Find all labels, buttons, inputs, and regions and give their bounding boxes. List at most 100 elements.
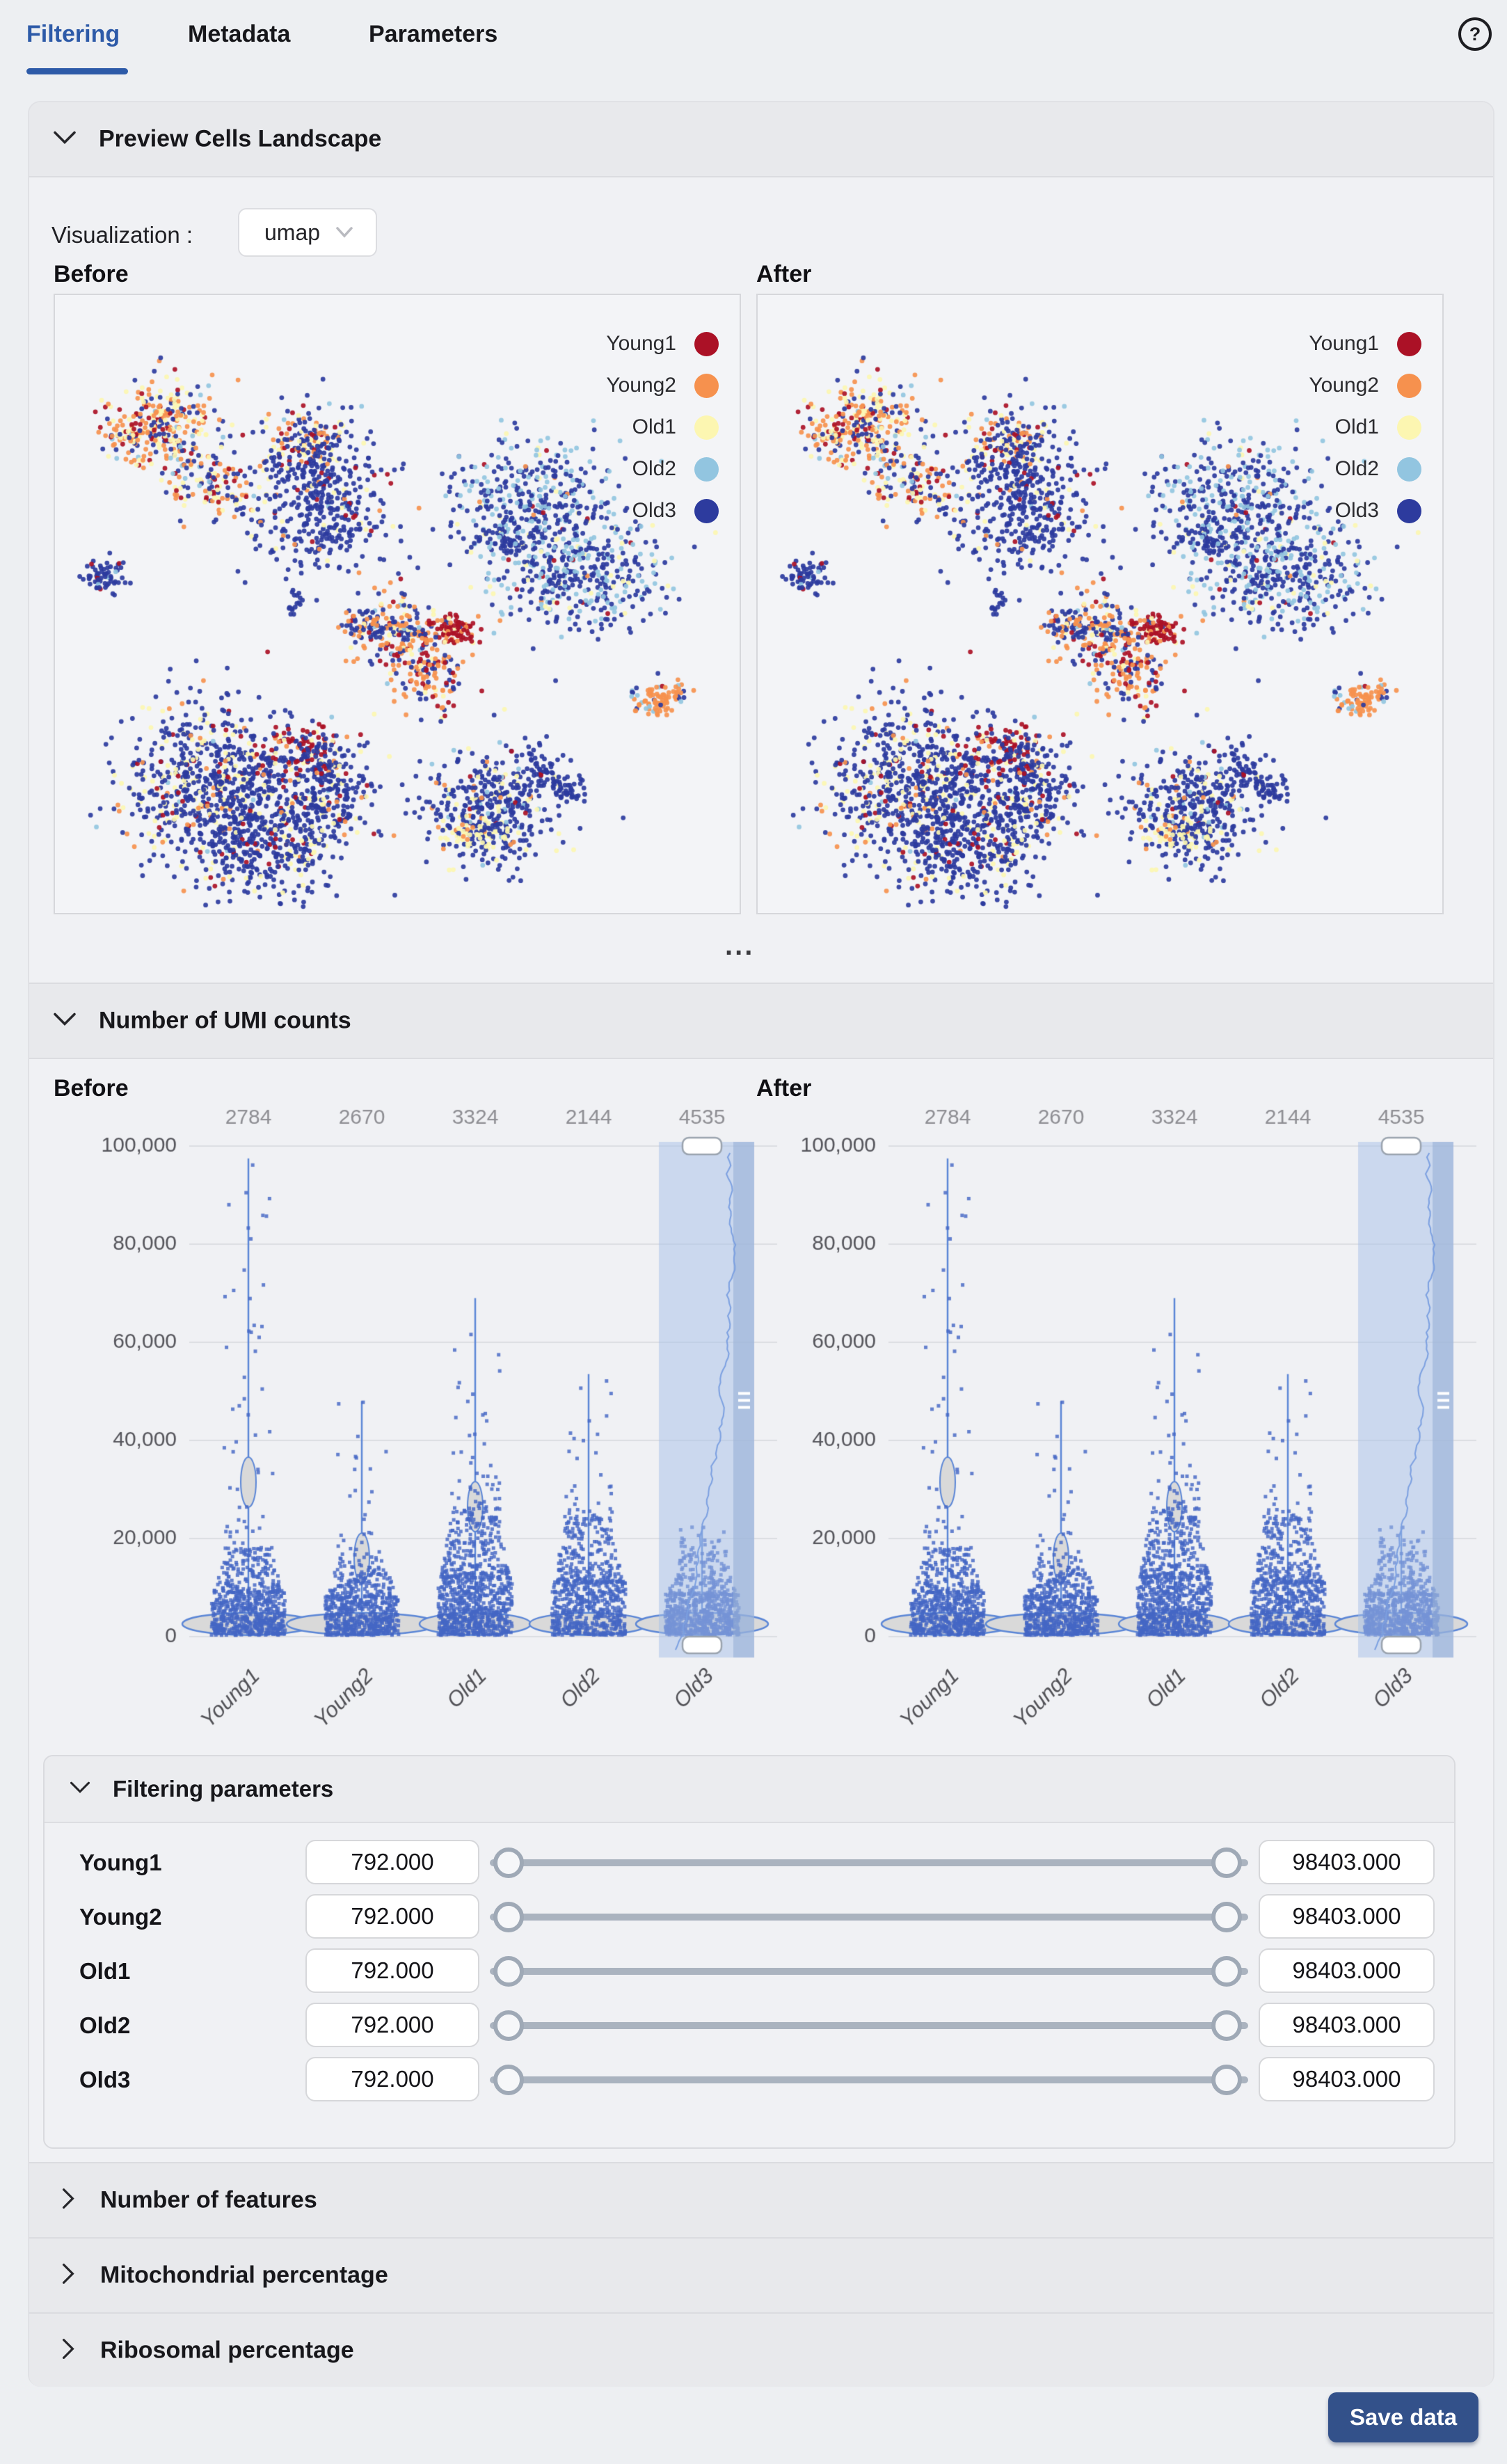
legend-label: Young1 (1309, 332, 1379, 355)
visualization-label: Visualization : (51, 222, 193, 248)
filter-row: Young2 792.000 98403.000 (45, 1894, 1454, 1940)
max-value-input[interactable]: 98403.000 (1259, 1840, 1435, 1884)
filter-row: Young1 792.000 98403.000 (45, 1840, 1454, 1886)
min-value-input[interactable]: 792.000 (305, 1840, 479, 1884)
chevron-right-icon (61, 2337, 76, 2364)
min-value-input[interactable]: 792.000 (305, 2003, 479, 2047)
tab-filtering[interactable]: Filtering (26, 21, 120, 47)
plots-ellipsis[interactable]: ... (725, 930, 755, 961)
legend-item[interactable]: Old3 (1309, 490, 1421, 532)
range-slider-track[interactable] (490, 1914, 1248, 1921)
visualization-dropdown[interactable]: umap (238, 208, 377, 257)
legend-label: Old2 (632, 457, 676, 480)
legend-color-dot (1397, 415, 1421, 440)
tab-metadata[interactable]: Metadata (188, 21, 291, 47)
filter-row: Old2 792.000 98403.000 (45, 2003, 1454, 2049)
umap-before-label: Before (54, 261, 129, 287)
section-title: Mitochondrial percentage (100, 2262, 388, 2289)
max-value-input[interactable]: 98403.000 (1259, 2003, 1435, 2047)
legend-label: Old1 (1334, 415, 1379, 438)
chevron-down-icon (52, 129, 77, 150)
chevron-right-icon (61, 2187, 76, 2214)
legend-label: Young2 (606, 374, 676, 397)
tab-parameters[interactable]: Parameters (369, 21, 498, 47)
umap-canvas-before[interactable] (55, 295, 740, 913)
violin-canvas-before[interactable] (92, 1090, 788, 1751)
range-slider-track[interactable] (490, 1968, 1248, 1975)
range-slider-handle-max[interactable] (1211, 1956, 1242, 1987)
legend-item[interactable]: Young2 (1309, 365, 1421, 406)
legend-label: Old2 (1334, 457, 1379, 480)
save-data-button[interactable]: Save data (1328, 2392, 1478, 2442)
max-value-input[interactable]: 98403.000 (1259, 1948, 1435, 1993)
legend-label: Old3 (632, 499, 676, 522)
range-slider-handle-min[interactable] (493, 2010, 524, 2041)
umap-plot-after: Young1 Young2 Old1 Old2 Old3 (756, 294, 1444, 914)
umap-legend: Young1 Young2 Old1 Old2 Old3 (1309, 323, 1421, 532)
legend-color-dot (1397, 331, 1421, 356)
visualization-dropdown-value: umap (264, 219, 321, 245)
filter-row-label: Young2 (79, 1904, 162, 1930)
tab-filtering-underline (26, 68, 128, 74)
range-slider-handle-max[interactable] (1211, 2010, 1242, 2041)
umap-canvas-after[interactable] (758, 295, 1442, 913)
help-icon[interactable]: ? (1458, 17, 1492, 51)
range-slider-track[interactable] (490, 1859, 1248, 1866)
main-panel: Preview Cells Landscape Visualization : … (28, 101, 1494, 2387)
section-title: Ribosomal percentage (100, 2337, 354, 2363)
legend-label: Young2 (1309, 374, 1379, 397)
violin-canvas-after[interactable] (791, 1090, 1487, 1751)
legend-color-dot (1397, 456, 1421, 482)
legend-item[interactable]: Old3 (606, 490, 719, 532)
range-slider-handle-max[interactable] (1211, 2065, 1242, 2095)
legend-color-dot (694, 415, 719, 440)
legend-item[interactable]: Old1 (1309, 406, 1421, 448)
legend-item[interactable]: Young1 (606, 323, 719, 365)
range-slider-handle-min[interactable] (493, 2065, 524, 2095)
legend-item[interactable]: Young1 (1309, 323, 1421, 365)
range-slider-track[interactable] (490, 2022, 1248, 2029)
range-slider-handle-min[interactable] (493, 1847, 524, 1878)
legend-label: Old1 (632, 415, 676, 438)
min-value-input[interactable]: 792.000 (305, 1948, 479, 1993)
section-title: Number of UMI counts (99, 1007, 351, 1034)
section-title: Filtering parameters (113, 1776, 334, 1802)
section-header-umi-counts[interactable]: Number of UMI counts (29, 983, 1493, 1059)
umap-legend: Young1 Young2 Old1 Old2 Old3 (606, 323, 719, 532)
section-header-number-of-features[interactable]: Number of features (29, 2162, 1493, 2237)
filter-row: Old3 792.000 98403.000 (45, 2057, 1454, 2103)
chevron-down-icon (336, 227, 353, 238)
legend-item[interactable]: Old1 (606, 406, 719, 448)
chevron-right-icon (61, 2262, 76, 2289)
section-title: Preview Cells Landscape (99, 125, 382, 152)
legend-color-dot (694, 331, 719, 356)
max-value-input[interactable]: 98403.000 (1259, 1894, 1435, 1939)
umap-after-label: After (756, 261, 812, 287)
legend-color-dot (694, 373, 719, 398)
filter-row: Old1 792.000 98403.000 (45, 1948, 1454, 1994)
legend-color-dot (1397, 498, 1421, 523)
legend-label: Old3 (1334, 499, 1379, 522)
chevron-down-icon (69, 1780, 91, 1799)
legend-label: Young1 (606, 332, 676, 355)
range-slider-handle-max[interactable] (1211, 1902, 1242, 1932)
legend-color-dot (694, 456, 719, 482)
section-header-mitochondrial-percentage[interactable]: Mitochondrial percentage (29, 2237, 1493, 2312)
legend-item[interactable]: Young2 (606, 365, 719, 406)
min-value-input[interactable]: 792.000 (305, 2057, 479, 2101)
section-header-filtering-parameters[interactable]: Filtering parameters (45, 1756, 1454, 1823)
range-slider-handle-max[interactable] (1211, 1847, 1242, 1878)
legend-item[interactable]: Old2 (1309, 448, 1421, 490)
min-value-input[interactable]: 792.000 (305, 1894, 479, 1939)
filter-row-label: Old2 (79, 2012, 131, 2038)
max-value-input[interactable]: 98403.000 (1259, 2057, 1435, 2101)
range-slider-handle-min[interactable] (493, 1902, 524, 1932)
range-slider-track[interactable] (490, 2076, 1248, 2083)
range-slider-handle-min[interactable] (493, 1956, 524, 1987)
legend-item[interactable]: Old2 (606, 448, 719, 490)
section-header-preview-cells-landscape[interactable]: Preview Cells Landscape (29, 102, 1493, 177)
legend-color-dot (694, 498, 719, 523)
section-header-ribosomal-percentage[interactable]: Ribosomal percentage (29, 2312, 1493, 2387)
filter-row-label: Old3 (79, 2067, 131, 2092)
